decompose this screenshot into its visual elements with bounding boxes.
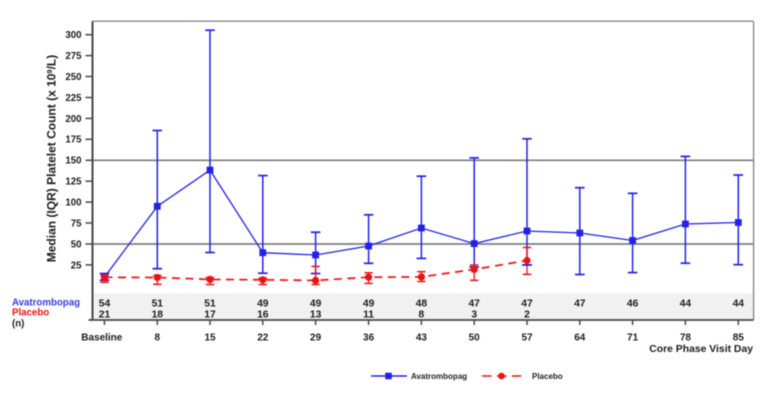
- svg-text:49: 49: [310, 299, 322, 310]
- svg-text:100: 100: [65, 198, 81, 209]
- svg-text:3: 3: [471, 310, 477, 321]
- svg-text:54: 54: [99, 299, 111, 310]
- svg-text:29: 29: [310, 333, 322, 344]
- svg-text:85: 85: [733, 333, 745, 344]
- svg-text:71: 71: [627, 333, 639, 344]
- svg-text:Avatrombopag: Avatrombopag: [411, 372, 467, 381]
- svg-text:51: 51: [204, 299, 216, 310]
- svg-text:8: 8: [419, 310, 425, 321]
- svg-text:Median (IQR) Platelet Count (x: Median (IQR) Platelet Count (x 109/L): [45, 55, 59, 263]
- svg-text:15: 15: [204, 333, 216, 344]
- svg-text:43: 43: [416, 333, 428, 344]
- svg-text:(n): (n): [12, 319, 24, 330]
- svg-text:51: 51: [152, 299, 164, 310]
- svg-text:2: 2: [524, 310, 530, 321]
- svg-text:57: 57: [521, 333, 533, 344]
- svg-text:36: 36: [363, 333, 375, 344]
- svg-text:50: 50: [71, 239, 82, 250]
- svg-text:49: 49: [363, 299, 375, 310]
- svg-text:48: 48: [416, 299, 428, 310]
- svg-text:275: 275: [65, 51, 82, 62]
- svg-text:44: 44: [733, 299, 745, 310]
- svg-text:25: 25: [71, 260, 82, 271]
- svg-text:13: 13: [310, 310, 322, 321]
- svg-text:300: 300: [65, 30, 81, 41]
- svg-text:250: 250: [65, 72, 81, 83]
- svg-text:44: 44: [680, 299, 692, 310]
- svg-text:64: 64: [574, 333, 586, 344]
- svg-text:11: 11: [363, 310, 374, 321]
- svg-text:47: 47: [574, 299, 586, 310]
- svg-text:16: 16: [257, 310, 269, 321]
- svg-text:49: 49: [257, 299, 269, 310]
- svg-text:47: 47: [521, 299, 533, 310]
- svg-text:125: 125: [65, 177, 82, 188]
- svg-text:46: 46: [627, 299, 639, 310]
- svg-text:175: 175: [65, 135, 82, 146]
- svg-text:Placebo: Placebo: [532, 372, 563, 381]
- svg-text:22: 22: [257, 333, 269, 344]
- svg-text:Avatrombopag: Avatrombopag: [12, 297, 80, 308]
- svg-text:Core Phase Visit Day: Core Phase Visit Day: [649, 344, 753, 355]
- svg-text:150: 150: [65, 156, 81, 167]
- svg-text:8: 8: [155, 333, 161, 344]
- svg-text:225: 225: [65, 93, 82, 104]
- svg-text:17: 17: [204, 310, 216, 321]
- svg-text:75: 75: [71, 218, 82, 229]
- svg-text:Baseline: Baseline: [81, 333, 123, 344]
- svg-text:21: 21: [99, 310, 111, 321]
- svg-text:78: 78: [680, 333, 692, 344]
- svg-text:18: 18: [152, 310, 164, 321]
- svg-text:Placebo: Placebo: [12, 308, 49, 319]
- svg-text:200: 200: [65, 114, 81, 125]
- svg-text:47: 47: [468, 299, 480, 310]
- svg-text:50: 50: [469, 333, 481, 344]
